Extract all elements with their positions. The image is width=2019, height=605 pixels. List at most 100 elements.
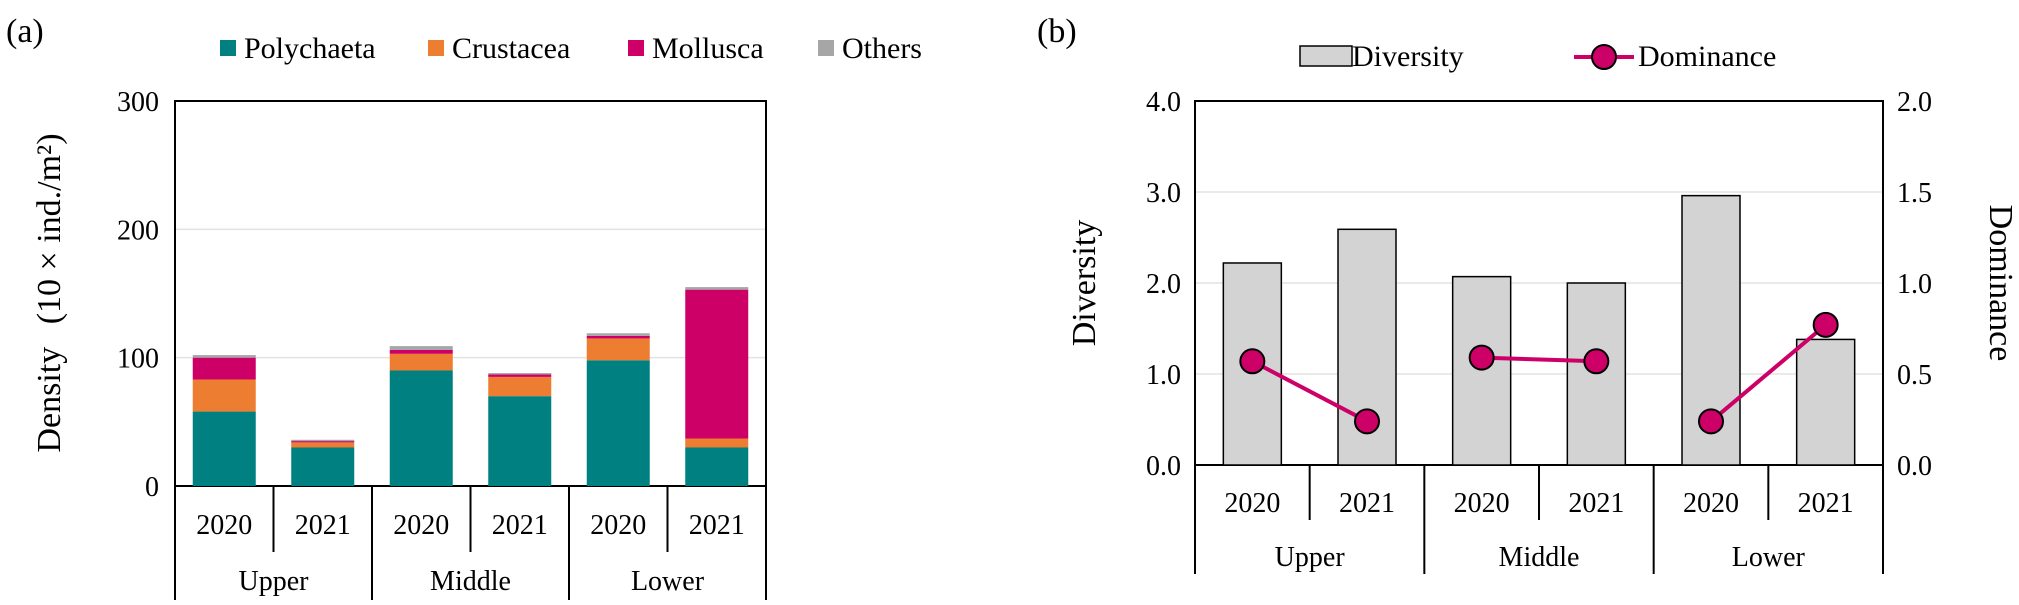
dominance-line-segment xyxy=(1709,323,1827,423)
bar-others xyxy=(488,373,552,375)
panel-b-y-label: Diversity xyxy=(1066,220,1103,347)
bar-mollusca xyxy=(685,289,749,439)
bar-crustacea xyxy=(291,442,355,448)
bar-polychaeta xyxy=(685,447,749,486)
bar-mollusca xyxy=(192,357,256,380)
panel-b-y2-tick-labels: 0.0 0.5 1.0 1.5 2.0 xyxy=(1897,87,1932,482)
panel-a-group-label: Upper xyxy=(239,566,310,597)
legend-swatch-others xyxy=(818,40,834,56)
bar-polychaeta xyxy=(488,396,552,486)
panel-a-y-tick-label: 300 xyxy=(117,87,159,118)
legend-label-mollusca: Mollusca xyxy=(652,32,764,65)
dominance-point xyxy=(1812,311,1839,338)
panel-b-y2-label: Dominance xyxy=(1982,205,2019,362)
bar-mollusca xyxy=(389,349,453,354)
panel-a-x-tick-label: 2021 xyxy=(689,510,745,541)
bar-polychaeta xyxy=(586,360,650,486)
bar-others xyxy=(685,287,749,290)
panel-a-y-unit: (10 × ind./m²) xyxy=(31,133,68,324)
bar-mollusca xyxy=(291,441,355,443)
panel-b-label: (b) xyxy=(1037,13,1077,50)
panel-a-y-tick-label: 0 xyxy=(145,472,159,503)
panel-b-y2-tick-label: 1.5 xyxy=(1897,178,1932,209)
dominance-point xyxy=(1239,348,1266,375)
svg-text:Density (10 × ind./m²): Density (10 × ind./m²) xyxy=(31,133,68,452)
panel-b-bars xyxy=(1222,194,1856,466)
panel-b-diversity-dominance-chart: (b) 0.0 1.0 2.0 3.0 4.0 0.0 0.5 1.0 1.5 2.0 2020… xyxy=(1037,13,2019,574)
dominance-point xyxy=(1354,408,1380,435)
panel-b-group-label: Middle xyxy=(1499,542,1580,573)
panel-b-y-tick-label: 1.0 xyxy=(1146,360,1181,391)
panel-a-density-chart: (a) 0 100 200 300 2020 2021 2020 2021 2020 2021 U… xyxy=(6,13,922,600)
dominance-line-segment xyxy=(1251,359,1368,424)
legend-swatch-crustacea xyxy=(428,40,444,56)
panel-a-plot-frame xyxy=(174,100,767,487)
panel-b-x-tick-label: 2021 xyxy=(1339,488,1395,519)
panel-a-bars xyxy=(192,287,749,486)
panel-a-group-label: Lower xyxy=(631,566,705,597)
panel-a-x-axis: 2020 2021 2020 2021 2020 2021 Upper Middle Lower xyxy=(174,486,767,600)
bar-crustacea xyxy=(488,376,552,397)
panel-b-x-tick-label: 2020 xyxy=(1454,488,1510,519)
legend-swatch-polychaeta xyxy=(220,40,236,56)
bar-polychaeta xyxy=(389,370,453,486)
legend-label-crustacea: Crustacea xyxy=(452,32,570,65)
bar-crustacea xyxy=(586,338,650,361)
panel-b-y2-axis-title: Dominance xyxy=(1982,205,2019,362)
panel-b-group-label: Lower xyxy=(1732,542,1806,573)
panel-a-legend: Polychaeta Crustacea Mollusca Others xyxy=(220,32,922,65)
panel-b-x-axis: 2020 2021 2020 2021 2020 2021 Upper Middle Lower xyxy=(1194,465,1884,574)
dominance-line-segment xyxy=(1481,355,1597,364)
panel-b-y-tick-labels: 0.0 1.0 2.0 3.0 4.0 xyxy=(1146,87,1181,482)
panel-b-x-tick-label: 2021 xyxy=(1568,488,1624,519)
bar-crustacea xyxy=(685,438,749,448)
bar-others xyxy=(389,346,453,350)
panel-b-y2-tick-label: 1.0 xyxy=(1897,269,1932,300)
bar-others xyxy=(586,333,650,336)
legend-swatch-diversity xyxy=(1299,45,1353,67)
panel-a-x-tick-label: 2021 xyxy=(492,510,548,541)
panel-a-y-tick-label: 200 xyxy=(117,215,159,246)
panel-a-y-label: Density xyxy=(31,347,68,453)
panel-a-x-tick-label: 2020 xyxy=(590,510,646,541)
bar-diversity xyxy=(1795,338,1856,466)
dominance-point xyxy=(1468,344,1495,371)
panel-b-y2-tick-label: 2.0 xyxy=(1897,87,1932,118)
panel-b-x-tick-label: 2020 xyxy=(1224,488,1280,519)
panel-b-y2-tick-label: 0.5 xyxy=(1897,360,1932,391)
panel-b-y-tick-label: 0.0 xyxy=(1146,451,1181,482)
panel-b-y-axis-title: Diversity xyxy=(1066,220,1103,347)
panel-a-x-tick-label: 2020 xyxy=(196,510,252,541)
panel-b-gridlines xyxy=(1195,191,1883,375)
legend-marker-dominance xyxy=(1591,44,1617,70)
bar-crustacea xyxy=(389,353,453,371)
bar-mollusca xyxy=(586,335,650,339)
bar-polychaeta xyxy=(192,411,256,486)
panel-b-dominance-line xyxy=(1239,311,1839,435)
legend-label-dominance: Dominance xyxy=(1638,40,1776,73)
bar-others xyxy=(291,439,355,442)
panel-a-gridlines xyxy=(175,228,766,359)
panel-b-legend: Diversity Dominance xyxy=(1299,40,1776,73)
bar-crustacea xyxy=(192,379,256,412)
panel-a-label: (a) xyxy=(6,13,44,50)
panel-b-x-tick-label: 2020 xyxy=(1683,488,1739,519)
panel-b-y-tick-label: 2.0 xyxy=(1146,269,1181,300)
panel-a-y-tick-labels: 0 100 200 300 xyxy=(117,87,159,503)
dominance-point xyxy=(1583,348,1610,375)
panel-b-group-label: Upper xyxy=(1275,542,1346,573)
panel-a-x-tick-label: 2020 xyxy=(393,510,449,541)
bar-others xyxy=(192,355,256,358)
legend-label-diversity: Diversity xyxy=(1352,40,1464,73)
panel-a-y-axis-title: Density (10 × ind./m²) xyxy=(31,133,68,452)
panel-a-group-label: Middle xyxy=(430,566,511,597)
bar-polychaeta xyxy=(291,447,355,486)
panel-a-y-tick-label: 100 xyxy=(117,344,159,375)
bar-diversity xyxy=(1451,275,1512,466)
panel-a-x-tick-label: 2021 xyxy=(295,510,351,541)
panel-b-x-tick-label: 2021 xyxy=(1798,488,1854,519)
bar-mollusca xyxy=(488,374,552,377)
panel-b-y-tick-label: 3.0 xyxy=(1146,178,1181,209)
panel-b-y-tick-label: 4.0 xyxy=(1146,87,1181,118)
